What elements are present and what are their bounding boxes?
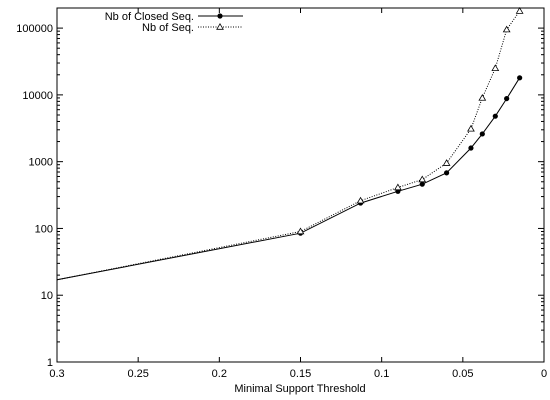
x-tick-label: 0.25	[127, 368, 148, 380]
legend-label-seq: Nb of Seq.	[142, 22, 194, 34]
legend-label-closed-seq: Nb of Closed Seq.	[105, 11, 194, 23]
x-tick-label: 0.1	[374, 368, 389, 380]
x-tick-label: 0.05	[452, 368, 473, 380]
legend-entry-seq: Nb of Seq.	[142, 22, 243, 34]
x-tick-label: 0	[541, 368, 547, 380]
data-point-seq	[502, 25, 511, 33]
y-tick-label: 10	[41, 290, 53, 302]
x-tick-label: 0.2	[212, 368, 227, 380]
plot-frame	[56, 7, 545, 363]
data-point-seq	[478, 93, 487, 101]
data-point-closed-seq	[504, 95, 510, 102]
axis-ticks: 0.3 0.25 0.2 0.15 0.1 0.05 0 1 10 100 1000 10000 100…	[16, 7, 547, 380]
legend-marker-closed-seq	[217, 13, 223, 19]
y-tick-label: 10000	[22, 90, 53, 102]
data-point-seq	[491, 64, 500, 72]
data-point-closed-seq	[479, 131, 485, 137]
y-tick-label: 100000	[16, 23, 53, 35]
x-axis-title: Minimal Support Threshold	[234, 383, 365, 395]
series-line-1	[56, 10, 521, 281]
series-layer	[56, 7, 524, 281]
legend-entry-closed-seq: Nb of Closed Seq.	[105, 11, 243, 23]
data-point-closed-seq	[444, 170, 450, 176]
data-point-seq	[442, 159, 451, 166]
series-line-0	[56, 77, 521, 281]
data-point-seq	[467, 124, 475, 132]
legend: Nb of Closed Seq. Nb of Seq.	[105, 11, 243, 34]
data-point-seq	[296, 227, 305, 235]
y-tick-label: 1000	[29, 157, 53, 169]
data-point-seq	[356, 196, 365, 204]
data-point-closed-seq	[517, 75, 523, 81]
data-point-closed-seq	[492, 113, 498, 119]
data-point-closed-seq	[468, 145, 474, 151]
x-tick-label: 0.15	[290, 368, 311, 380]
y-tick-label: 100	[35, 223, 53, 235]
data-point-closed-seq	[419, 181, 425, 187]
legend-marker-seq	[216, 23, 224, 30]
data-point-seq	[394, 183, 402, 191]
x-tick-label: 0.3	[49, 368, 64, 380]
data-point-seq	[515, 7, 524, 14]
y-tick-label: 1	[47, 357, 53, 369]
data-point-seq	[418, 175, 427, 183]
